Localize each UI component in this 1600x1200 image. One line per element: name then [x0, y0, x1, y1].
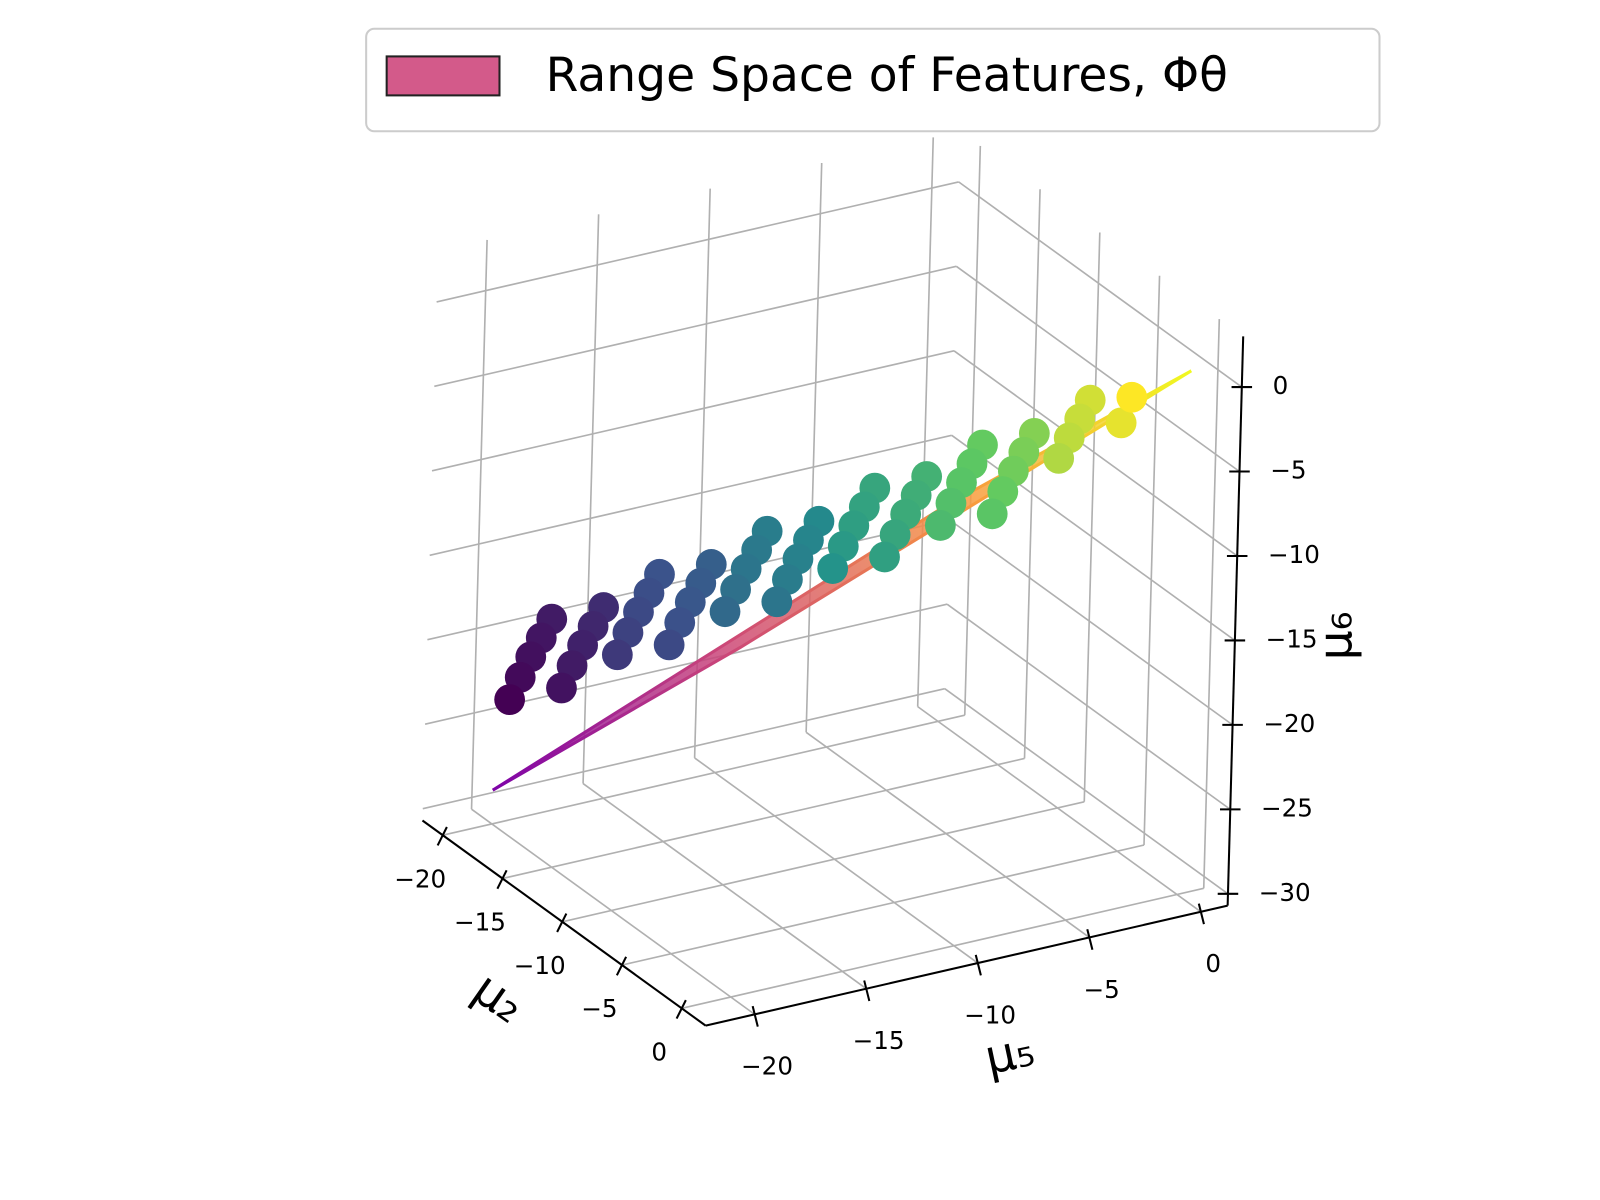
grid-line — [1023, 189, 1041, 759]
x-tick — [496, 869, 508, 890]
y-tick-label: −5 — [1084, 975, 1120, 1004]
grid-line — [916, 137, 935, 707]
grid-line — [562, 800, 1085, 923]
x-tick-label: −5 — [581, 994, 617, 1023]
z-tick-label: −5 — [1270, 456, 1306, 485]
y-tick-label: −10 — [964, 1000, 1016, 1029]
y-tick-label: −15 — [853, 1026, 905, 1055]
x-tick-label: −20 — [394, 864, 446, 893]
x-tick-label: −10 — [514, 951, 566, 980]
grid-line — [431, 350, 955, 472]
point — [924, 510, 956, 541]
point — [761, 586, 793, 618]
grid-line — [582, 782, 867, 990]
point — [494, 684, 526, 715]
point — [817, 553, 849, 584]
y-tick — [1086, 928, 1094, 950]
z-axis — [1226, 336, 1245, 906]
grid-line — [582, 214, 600, 784]
x-tick-label: −15 — [454, 908, 506, 937]
grid-line — [917, 705, 1202, 913]
x-tick — [556, 913, 568, 933]
grid-line — [944, 687, 1229, 895]
point — [869, 541, 900, 573]
grid-line — [422, 687, 945, 810]
y-tick — [751, 1005, 759, 1027]
grid-line — [958, 181, 1243, 388]
grid-line — [1202, 319, 1221, 889]
y-tick-label: −20 — [741, 1052, 793, 1081]
x-axis — [421, 819, 707, 1027]
points — [494, 381, 1148, 715]
grid-line — [946, 603, 1231, 811]
point — [653, 629, 685, 661]
x-tick — [615, 956, 628, 976]
point — [1043, 443, 1075, 474]
legend: Range Space of Features, Φθ — [365, 27, 1381, 133]
grid — [422, 137, 1243, 1016]
y-tick — [863, 980, 871, 1002]
point — [709, 596, 741, 628]
grid-line — [442, 714, 965, 836]
grid-line — [681, 887, 1204, 1010]
point — [1116, 381, 1148, 413]
z-tick-label: −30 — [1259, 878, 1311, 907]
z-tick-label: −15 — [1266, 624, 1318, 653]
grid-line — [805, 162, 823, 733]
y-axis-label: μ₅ — [980, 1022, 1039, 1086]
legend-patch — [385, 55, 501, 97]
grid-line — [436, 181, 959, 303]
z-axis-label: μ₆ — [1308, 611, 1363, 660]
grid-line — [805, 731, 1090, 939]
z-tick-label: −10 — [1268, 540, 1320, 569]
grid-line — [963, 145, 982, 716]
grid-line — [1143, 275, 1161, 846]
grid-line — [434, 265, 957, 388]
y-tick — [1197, 903, 1205, 925]
grid-line — [471, 808, 756, 1016]
x-tick — [436, 826, 448, 846]
point — [601, 639, 633, 671]
z-tick-label: −25 — [1261, 793, 1313, 822]
legend-frame — [365, 27, 1381, 133]
grid-line — [948, 519, 1234, 726]
grid-line — [953, 350, 1238, 557]
point — [1105, 407, 1137, 439]
grid-line — [502, 757, 1025, 880]
z-tick-label: 0 — [1273, 371, 1289, 400]
grid-line — [1083, 232, 1101, 802]
grid-line — [955, 265, 1240, 473]
grid-line — [694, 757, 979, 964]
point — [976, 498, 1008, 530]
y-tick-label: 0 — [1205, 949, 1221, 978]
legend-label: Range Space of Features, Φθ — [546, 48, 1228, 103]
point — [546, 672, 577, 704]
y-tick — [974, 954, 982, 976]
x-tick-label: 0 — [651, 1037, 667, 1066]
z-tick-label: −20 — [1263, 709, 1315, 738]
grid-line — [429, 434, 952, 557]
grid-line — [470, 239, 488, 810]
y-axis — [705, 904, 1228, 1027]
x-tick — [675, 999, 687, 1020]
grid-line — [621, 844, 1145, 966]
